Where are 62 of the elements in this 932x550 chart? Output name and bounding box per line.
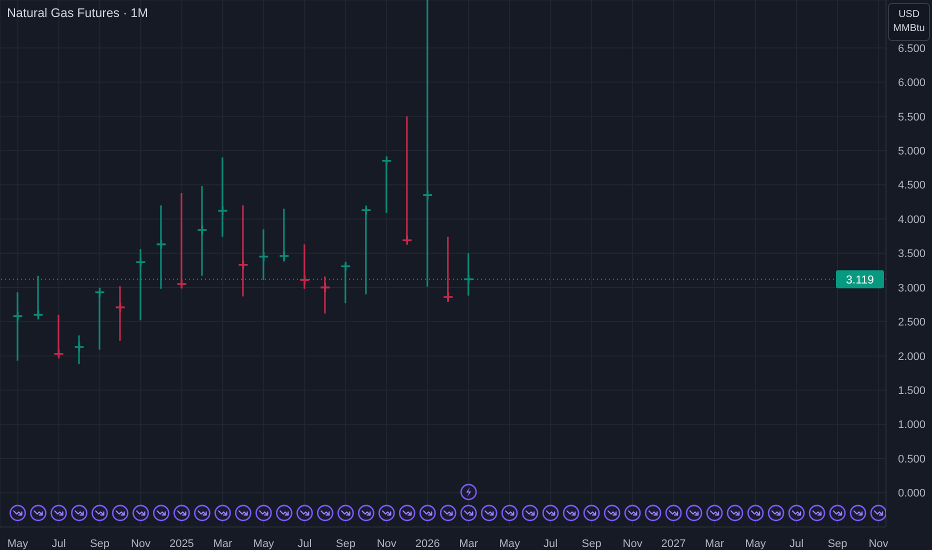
point — [238, 259, 249, 270]
point — [442, 292, 454, 302]
y-tick-label: 1.000 — [898, 419, 926, 432]
point — [217, 205, 228, 216]
y-tick-label: 0.000 — [898, 488, 926, 500]
point — [422, 190, 434, 200]
point — [53, 348, 64, 360]
x-tick-label: May — [253, 538, 275, 550]
y-tick-label: 2.500 — [898, 316, 926, 329]
y-tick-label: 1.500 — [898, 385, 926, 398]
x-tick-label: Nov — [376, 538, 397, 550]
y-tick-label: 5.500 — [898, 111, 926, 124]
y-tick-label: 5.000 — [898, 145, 926, 158]
text: Natural Gas Futures · 1M — [7, 6, 148, 20]
point — [32, 309, 44, 320]
x-tick-label: 2026 — [415, 538, 440, 550]
point — [402, 234, 413, 246]
x-tick-label: Jul — [544, 538, 558, 550]
point — [340, 260, 352, 272]
point — [114, 302, 126, 313]
point — [320, 282, 331, 293]
x-tick-label: May — [7, 538, 29, 550]
x-tick-label: May — [745, 538, 766, 550]
ref-line-label: 3.119 — [846, 274, 874, 286]
y-tick-label: 3.500 — [898, 248, 926, 260]
point — [360, 204, 372, 216]
point — [278, 250, 290, 262]
x-tick-label: Mar — [459, 538, 478, 550]
point — [196, 224, 208, 236]
x-tick-label: Jul — [789, 538, 804, 550]
x-tick-label: Sep — [336, 538, 356, 550]
y-tick-label: 3.000 — [898, 282, 926, 294]
y-tick-label: 4.000 — [898, 214, 926, 226]
x-tick-label: Nov — [622, 538, 643, 550]
x-tick-label: Sep — [90, 538, 110, 550]
point — [74, 342, 85, 352]
point — [463, 274, 474, 285]
point — [258, 251, 270, 262]
y-tick-label: 4.500 — [898, 180, 926, 192]
x-tick-label: Jul — [298, 538, 312, 550]
x-tick-label: Sep — [828, 538, 848, 550]
x-tick-label: 2027 — [661, 538, 686, 550]
point — [156, 238, 167, 250]
x-tick-label: 2025 — [169, 538, 194, 550]
x-tick-label: Nov — [130, 538, 151, 550]
x-tick-label: Mar — [213, 538, 232, 550]
y-tick-label: 6.000 — [898, 77, 926, 90]
point — [12, 310, 24, 322]
x-tick-label: Sep — [582, 538, 602, 550]
point — [299, 274, 310, 286]
point — [94, 286, 106, 298]
point — [135, 256, 146, 268]
y-tick-label: 0.500 — [898, 453, 926, 466]
point — [381, 155, 392, 166]
x-tick-label: Jul — [52, 538, 66, 550]
x-tick-label: Mar — [705, 538, 724, 550]
y-tick-label: 2.000 — [898, 350, 926, 363]
x-tick-label: Nov — [868, 538, 889, 550]
point — [176, 278, 188, 290]
x-tick-label: May — [499, 538, 520, 550]
y-tick-label: 6.500 — [898, 42, 926, 55]
y-axis-title: USD MMBtu — [892, 8, 926, 36]
